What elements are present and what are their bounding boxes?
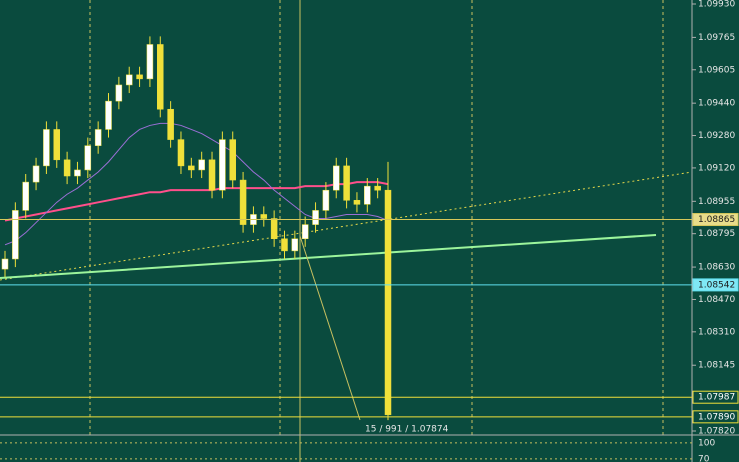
candle-body: [84, 145, 92, 171]
candle-body: [63, 159, 71, 177]
candle-body: [177, 139, 185, 167]
candle-body: [291, 238, 299, 252]
candle-body: [43, 129, 50, 167]
candle-body: [312, 210, 319, 225]
y-tick-label: 1.08795: [698, 229, 735, 239]
candle-body: [332, 165, 340, 191]
candle-body: [74, 169, 81, 177]
candle-body: [32, 165, 40, 183]
price-level-box: [692, 410, 739, 424]
candle-body: [1, 258, 9, 270]
y-tick-label: 1.08630: [698, 263, 735, 273]
candle-body: [94, 129, 102, 146]
candle-body: [105, 100, 112, 130]
grid-vertical: [89, 0, 664, 435]
candle-body: [343, 165, 350, 201]
candle-body: [301, 224, 309, 239]
candle-body: [260, 214, 268, 219]
measure-line: [299, 235, 361, 421]
candle-body: [270, 218, 278, 239]
candle-body: [53, 129, 61, 161]
price-level-box: [692, 278, 739, 292]
candle-body: [364, 185, 371, 205]
y-tick-label: 1.09605: [698, 65, 735, 75]
candle-body: [115, 84, 123, 102]
y-tick-label: 1.08955: [698, 197, 735, 207]
trendline: [0, 234, 657, 279]
price-level-label: 1.08865: [698, 215, 735, 225]
candle-body: [146, 44, 154, 80]
candle-body: [353, 200, 361, 205]
candle-body: [157, 44, 164, 110]
candle-body: [219, 139, 226, 191]
y-tick-label: 1.08145: [698, 361, 735, 371]
price-level-box: [692, 390, 739, 404]
y-tick-label: 1.09440: [698, 99, 735, 109]
candle-body: [167, 108, 174, 140]
price-level-label: 1.07890: [698, 412, 735, 422]
indicator-tick-label: 100: [698, 438, 715, 448]
trendline: [0, 171, 693, 281]
price-level-label: 1.08542: [698, 280, 735, 290]
indicator-tick-label: 70: [698, 454, 710, 462]
candle-body: [22, 181, 29, 211]
candle-body: [12, 210, 19, 260]
candle-body: [136, 74, 143, 80]
y-tick-label: 1.09120: [698, 163, 735, 173]
y-tick-label: 1.08470: [698, 295, 735, 305]
price-level-box: [692, 213, 739, 227]
y-tick-label: 1.08310: [698, 327, 735, 337]
annotation: 15 / 991 / 1.07874: [365, 425, 449, 435]
moving-average: [4, 181, 389, 222]
candle-body: [229, 139, 236, 181]
candle-body: [384, 189, 392, 416]
y-tick-label: 1.09280: [698, 131, 735, 141]
candle-body: [198, 159, 205, 171]
candle-body: [281, 238, 288, 252]
candle-body: [239, 179, 247, 225]
candle-body: [208, 159, 216, 191]
y-tick-label: 1.09765: [698, 33, 735, 43]
price-level-label: 1.07987: [698, 393, 735, 403]
candle-body: [322, 189, 330, 211]
candle-body: [374, 185, 381, 191]
candle-body: [125, 74, 133, 86]
y-tick-label: 1.07820: [698, 427, 735, 437]
y-tick-label: 1.09930: [698, 0, 735, 10]
moving-average: [4, 122, 389, 246]
candle-body: [188, 165, 195, 171]
